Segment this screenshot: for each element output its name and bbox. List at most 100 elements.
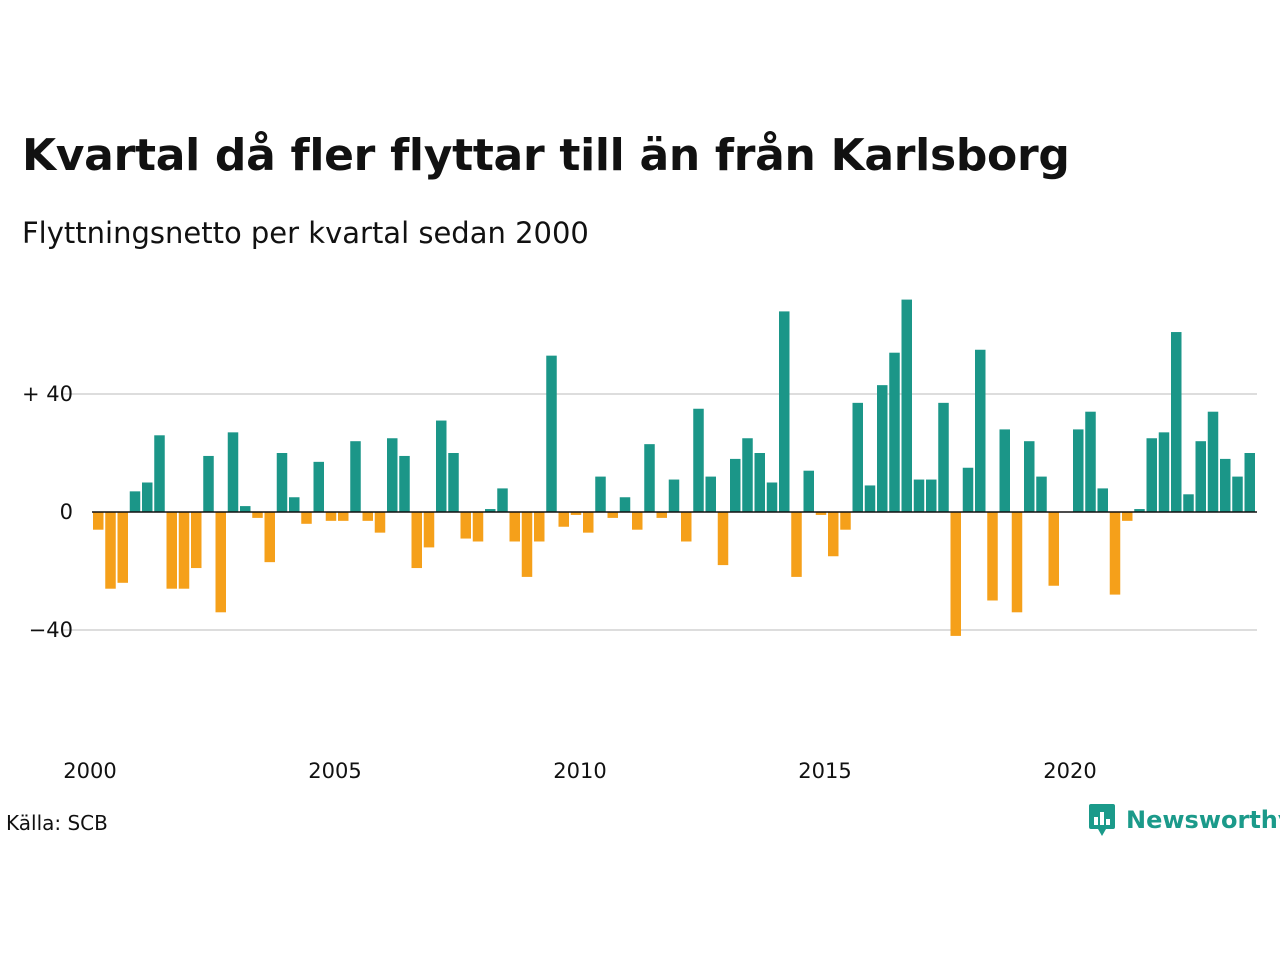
bar-2000K2 — [105, 512, 116, 589]
bar-2018K1 — [975, 349, 986, 512]
x-tick-label: 2010 — [553, 759, 606, 783]
bar-2022K1 — [1171, 332, 1182, 512]
bar-2019K1 — [1024, 441, 1035, 512]
bar-2015K2 — [840, 512, 851, 530]
bar-2005K1 — [338, 512, 349, 521]
bar-2013K2 — [742, 438, 753, 512]
bar-2003K2 — [252, 512, 263, 518]
bar-2007K2 — [448, 453, 459, 512]
bar-2023K3 — [1244, 453, 1255, 512]
bar-2011K4 — [668, 479, 680, 512]
source-note: Källa: SCB — [6, 811, 108, 835]
y-axis-labels: + 40 0 −40 — [22, 382, 73, 642]
bar-2017K1 — [926, 479, 937, 512]
bar-2004K1 — [289, 497, 300, 512]
bar-2017K2 — [938, 402, 949, 512]
bar-2016K2 — [889, 352, 900, 512]
x-tick-label: 2015 — [798, 759, 851, 783]
bar-2008K3 — [509, 512, 520, 542]
bar-2012K3 — [705, 476, 716, 512]
bar-2020K1 — [1073, 429, 1084, 512]
gridlines — [62, 393, 1257, 631]
bar-2003K1 — [240, 506, 251, 512]
bar-2010K1 — [583, 512, 594, 533]
bar-2017K3 — [950, 512, 961, 636]
bar-2005K3 — [362, 512, 373, 521]
bar-2013K4 — [766, 482, 778, 512]
bar-2000K4 — [129, 491, 141, 512]
bar-2013K3 — [754, 453, 765, 512]
y-tick-label: 0 — [60, 500, 73, 524]
bar-2019K2 — [1036, 476, 1047, 512]
bar-2023K1 — [1220, 458, 1231, 512]
bar-2002K3 — [215, 512, 226, 613]
bar-2014K2 — [791, 512, 802, 577]
x-tick-label: 2000 — [63, 759, 116, 783]
bar-2007K3 — [460, 512, 471, 539]
chart-title: Kvartal då fler flyttar till än från Kar… — [22, 130, 1070, 181]
bar-chart: + 40 0 −40 2000 2005 2010 2015 2020 — [22, 299, 1257, 783]
bar-2011K1 — [632, 512, 643, 530]
newsworthy-logo-icon — [1089, 804, 1115, 836]
bar-2002K2 — [203, 455, 214, 512]
brand-logo: Newsworthy — [1088, 803, 1280, 837]
bar-2009K2 — [546, 355, 557, 512]
bar-2012K4 — [717, 512, 729, 566]
bar-2009K3 — [558, 512, 569, 527]
bar-2022K2 — [1183, 494, 1194, 512]
bar-2002K4 — [227, 432, 239, 512]
y-tick-label: −40 — [29, 618, 73, 642]
bar-2021K1 — [1122, 512, 1133, 521]
bar-2004K3 — [313, 461, 324, 512]
bar-2004K2 — [301, 512, 312, 524]
bar-2002K1 — [191, 512, 202, 569]
bar-2018K2 — [987, 512, 998, 601]
bar-2010K4 — [619, 497, 631, 512]
bar-2001K2 — [154, 435, 165, 512]
bar-2021K2 — [1134, 509, 1145, 512]
y-tick-label: + 40 — [22, 382, 73, 406]
bar-2001K3 — [166, 512, 177, 589]
bar-2006K4 — [423, 512, 435, 548]
bar-2005K4 — [374, 512, 386, 533]
bar-2012K1 — [681, 512, 692, 542]
bar-2010K2 — [595, 476, 606, 512]
bar-2014K4 — [815, 512, 827, 515]
bar-2003K4 — [276, 453, 288, 512]
bar-2021K4 — [1158, 432, 1170, 512]
bar-2016K3 — [901, 299, 912, 512]
bar-2009K4 — [570, 512, 582, 515]
bar-2009K1 — [534, 512, 545, 542]
bar-2013K1 — [730, 458, 741, 512]
bar-2010K3 — [607, 512, 618, 518]
x-tick-label: 2020 — [1043, 759, 1096, 783]
bar-2012K2 — [693, 408, 704, 512]
bar-2008K1 — [485, 509, 496, 512]
bar-2021K3 — [1146, 438, 1157, 512]
bar-2015K1 — [828, 512, 839, 557]
bar-2017K4 — [962, 467, 974, 512]
bar-2014K3 — [803, 470, 814, 512]
bar-2000K1 — [93, 512, 104, 530]
x-tick-label: 2005 — [308, 759, 361, 783]
bar-2019K3 — [1048, 512, 1059, 586]
brand-name: Newsworthy — [1126, 806, 1280, 834]
bar-2001K1 — [142, 482, 153, 512]
bar-2015K4 — [864, 485, 876, 512]
bar-2004K4 — [325, 512, 337, 521]
x-axis-labels: 2000 2005 2010 2015 2020 — [63, 759, 1096, 783]
bar-2007K1 — [436, 420, 447, 512]
chart-subtitle: Flyttningsnetto per kvartal sedan 2000 — [22, 216, 589, 250]
bar-2006K3 — [411, 512, 422, 569]
bar-2000K3 — [117, 512, 128, 583]
bar-2008K2 — [497, 488, 508, 512]
bar-2005K2 — [350, 441, 361, 512]
bar-2022K4 — [1207, 411, 1219, 512]
bar-2006K1 — [387, 438, 398, 512]
bar-2020K2 — [1085, 411, 1096, 512]
bars — [92, 299, 1257, 636]
bar-2011K3 — [656, 512, 667, 518]
bar-2022K3 — [1195, 441, 1206, 512]
bar-2018K3 — [999, 429, 1010, 512]
bar-2001K4 — [178, 512, 190, 589]
